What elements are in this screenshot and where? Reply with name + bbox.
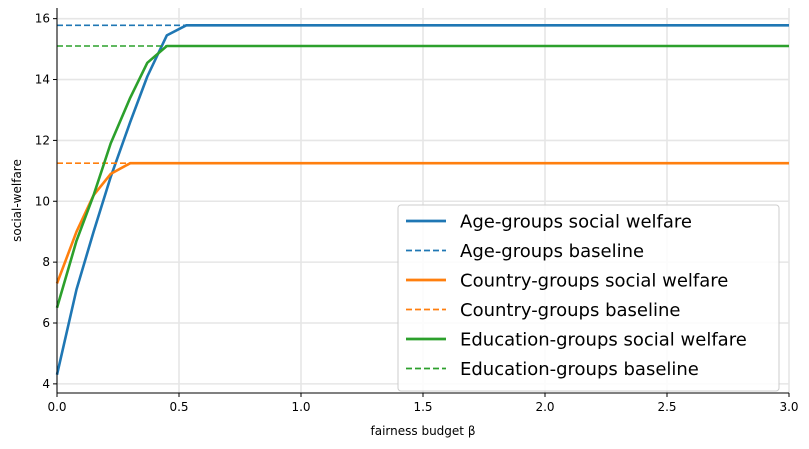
series-line-3: [55, 161, 789, 284]
y-ticks: 4 6 8 10 12 14 16: [35, 12, 57, 391]
legend-label-4: Country-groups baseline: [460, 300, 680, 321]
legend-label-2: Age-groups baseline: [460, 241, 644, 262]
series-line-1: [55, 23, 789, 375]
y-axis-label: social-welfare: [10, 159, 24, 242]
x-axis-label: fairness budget β: [371, 424, 476, 438]
legend-label-5: Education-groups social welfare: [460, 330, 747, 351]
plot-series: [55, 23, 789, 375]
x-tick-label: 2.0: [535, 400, 554, 414]
legend-label-6: Education-groups baseline: [460, 359, 699, 380]
y-tick-label: 4: [42, 377, 50, 391]
x-tick-label: 1.5: [413, 400, 432, 414]
x-tick-label: 3.0: [779, 400, 798, 414]
y-tick-label: 14: [35, 73, 50, 87]
series-line-5: [55, 44, 789, 309]
y-tick-label: 10: [35, 194, 50, 208]
y-tick-label: 12: [35, 133, 50, 147]
legend-label-3: Country-groups social welfare: [460, 271, 728, 292]
x-tick-label: 0.0: [47, 400, 66, 414]
x-tick-label: 2.5: [657, 400, 676, 414]
y-tick-label: 6: [42, 316, 50, 330]
x-tick-label: 0.5: [169, 400, 188, 414]
legend-frame: [397, 204, 780, 392]
y-tick-label: 16: [35, 12, 50, 26]
x-ticks: 0.0 0.5 1.0 1.5 2.0 2.5 3.0: [47, 393, 799, 414]
x-tick-label: 1.0: [291, 400, 310, 414]
legend: Age-groups social welfare Age-groups base…: [397, 204, 780, 392]
y-tick-label: 8: [42, 255, 50, 269]
legend-label-1: Age-groups social welfare: [460, 212, 692, 233]
